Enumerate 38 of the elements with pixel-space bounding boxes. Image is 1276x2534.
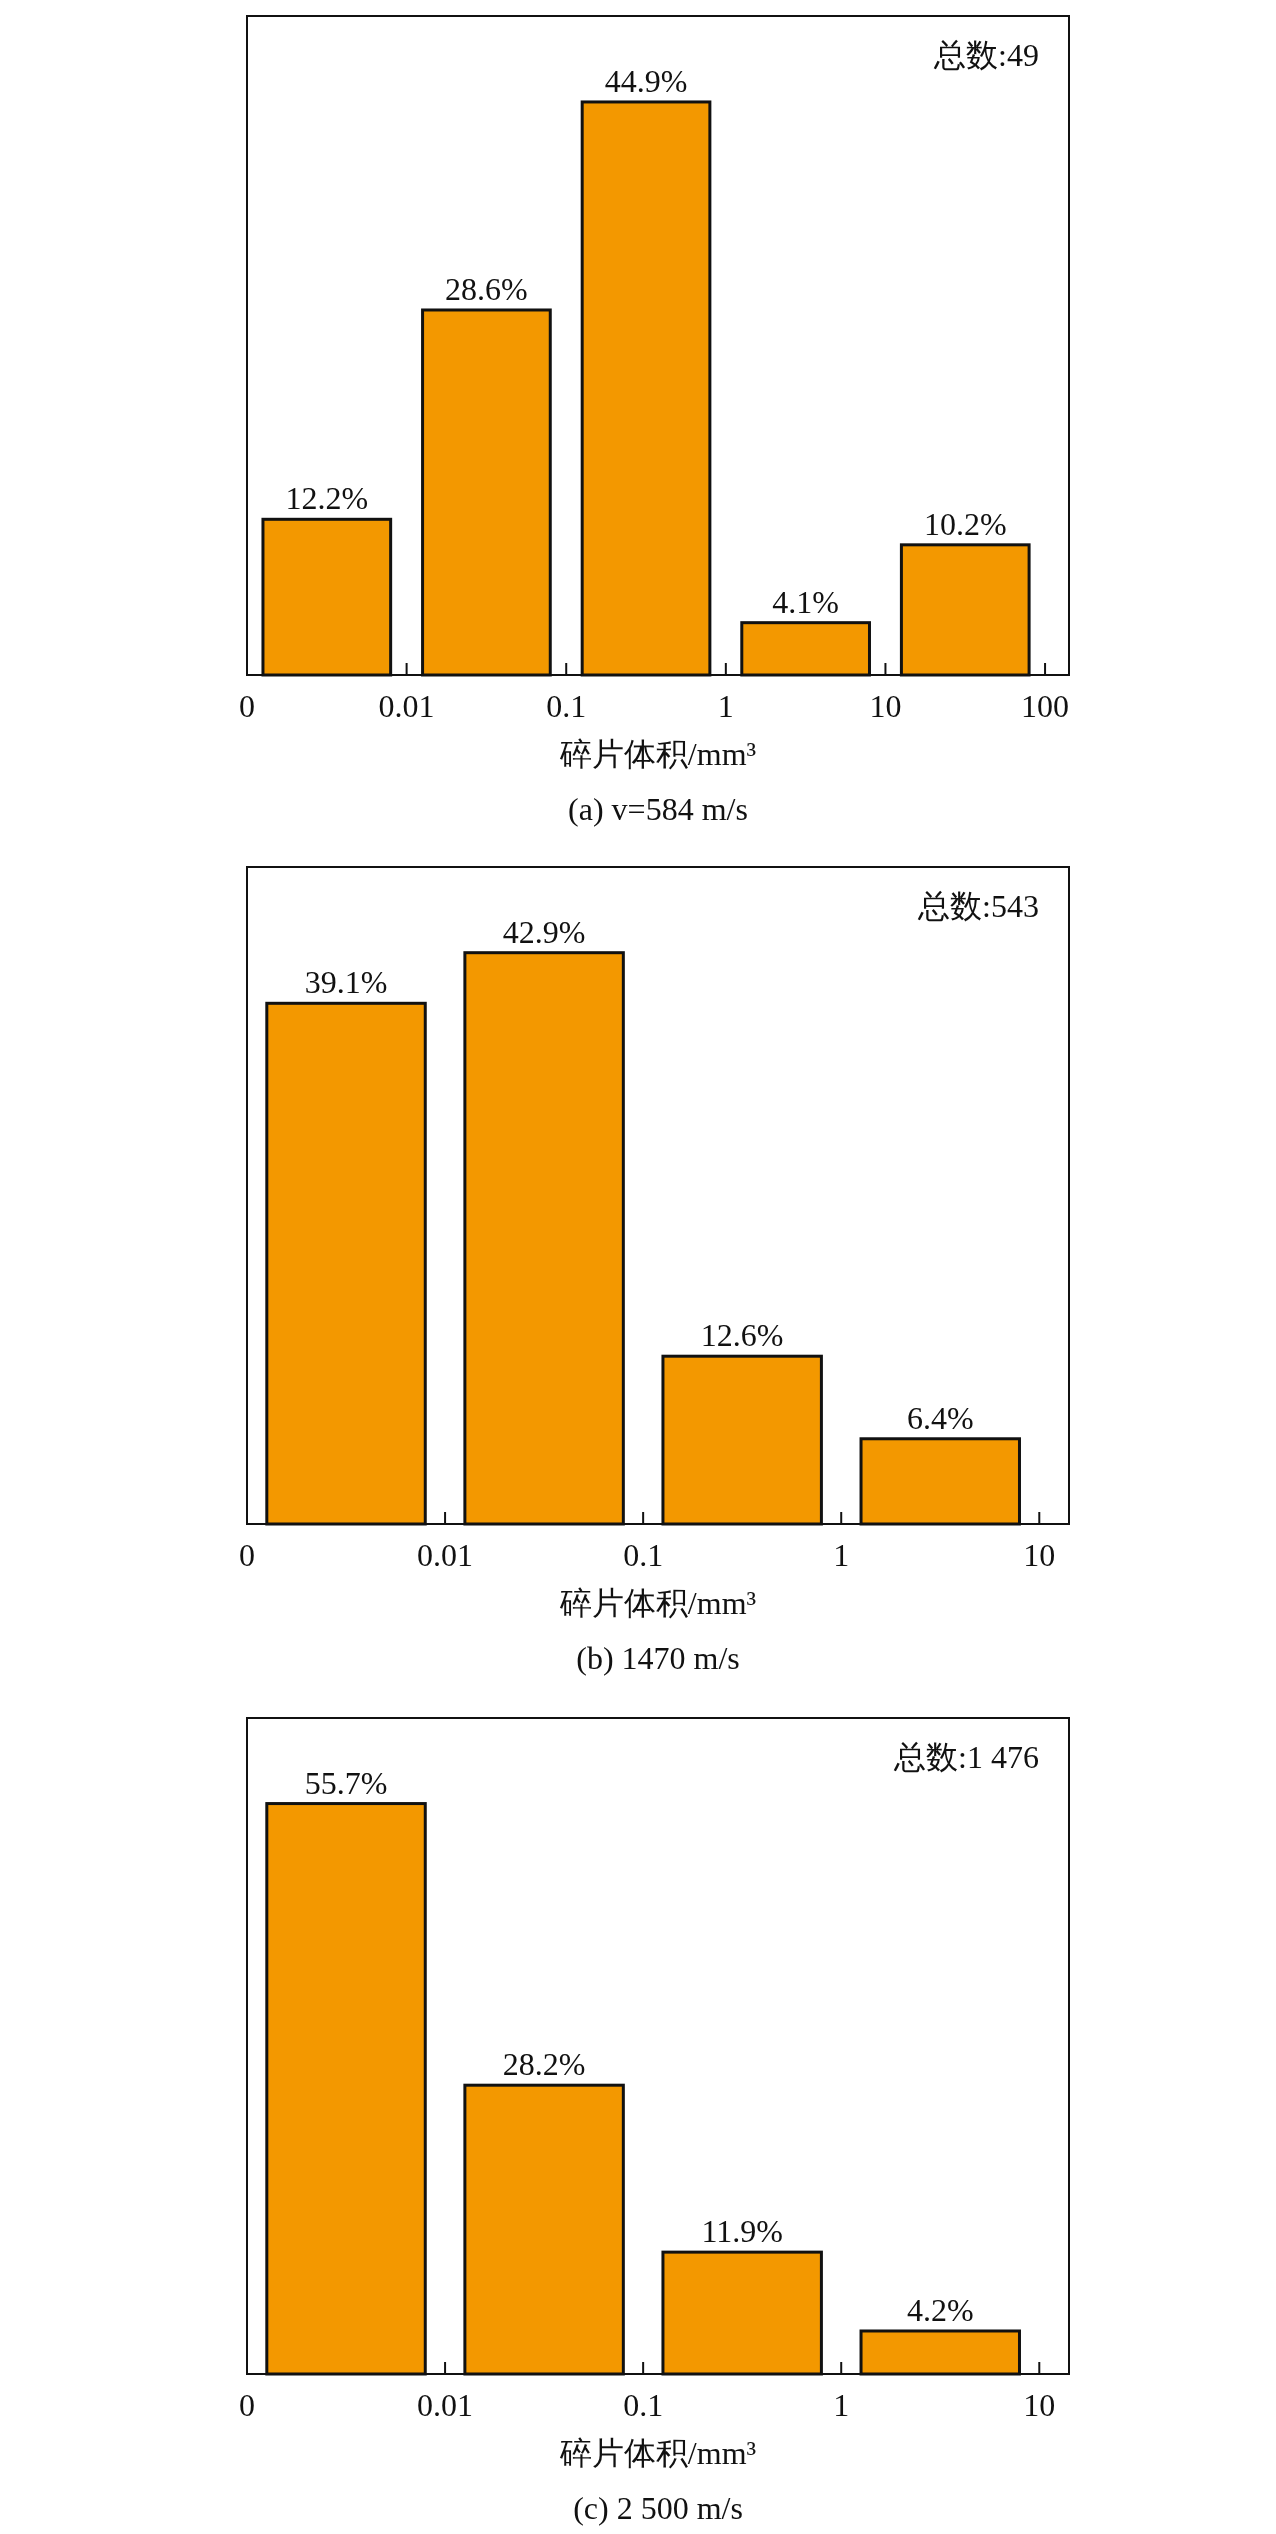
text: 0.1 [546, 688, 587, 724]
text: 总数:1 476 [893, 1739, 1039, 1775]
data-label: 10.2% [923, 505, 1007, 542]
text: (b) 1470 m/s [576, 1640, 740, 1676]
data-label: 28.6% [445, 270, 528, 307]
text: 总数:543 [917, 888, 1039, 924]
data-label: 4.2% [906, 2291, 974, 2328]
text: 0 [239, 2387, 255, 2423]
data-label: 4.1% [772, 583, 839, 620]
text: 10 [869, 688, 902, 724]
x-axis-title: 碎片体积/mm³ [558, 736, 757, 772]
data-label: 55.7% [304, 1764, 388, 1801]
text: 10 [1023, 2387, 1056, 2423]
text: 0 [239, 1537, 255, 1573]
text: 100 [1021, 688, 1070, 724]
data-label: 42.9% [502, 913, 586, 950]
text: 0.01 [417, 1537, 474, 1573]
text: (a) v=584 m/s [568, 791, 748, 827]
text: 0 [239, 688, 255, 724]
text: (c) 2 500 m/s [573, 2490, 743, 2526]
x-axis-title: 碎片体积/mm³ [558, 1585, 757, 1621]
text: 1 [717, 688, 734, 724]
data-label: 12.2% [285, 480, 369, 517]
data-label: 6.4% [906, 1399, 974, 1436]
text: 10 [1023, 1537, 1056, 1573]
data-label: 12.6% [700, 1317, 784, 1354]
data-label: 39.1% [304, 964, 388, 1001]
text: 0.1 [623, 2387, 664, 2423]
data-label: 44.9% [604, 62, 688, 99]
data-label: 28.2% [502, 2046, 586, 2083]
data-label: 11.9% [701, 2213, 783, 2250]
text: 0.1 [623, 1537, 664, 1573]
text: 0.01 [378, 688, 435, 724]
text: 1 [833, 2387, 850, 2423]
text: 1 [833, 1537, 850, 1573]
x-axis-title: 碎片体积/mm³ [558, 2435, 757, 2471]
text: 总数:49 [933, 37, 1039, 73]
text: 0.01 [417, 2387, 474, 2423]
